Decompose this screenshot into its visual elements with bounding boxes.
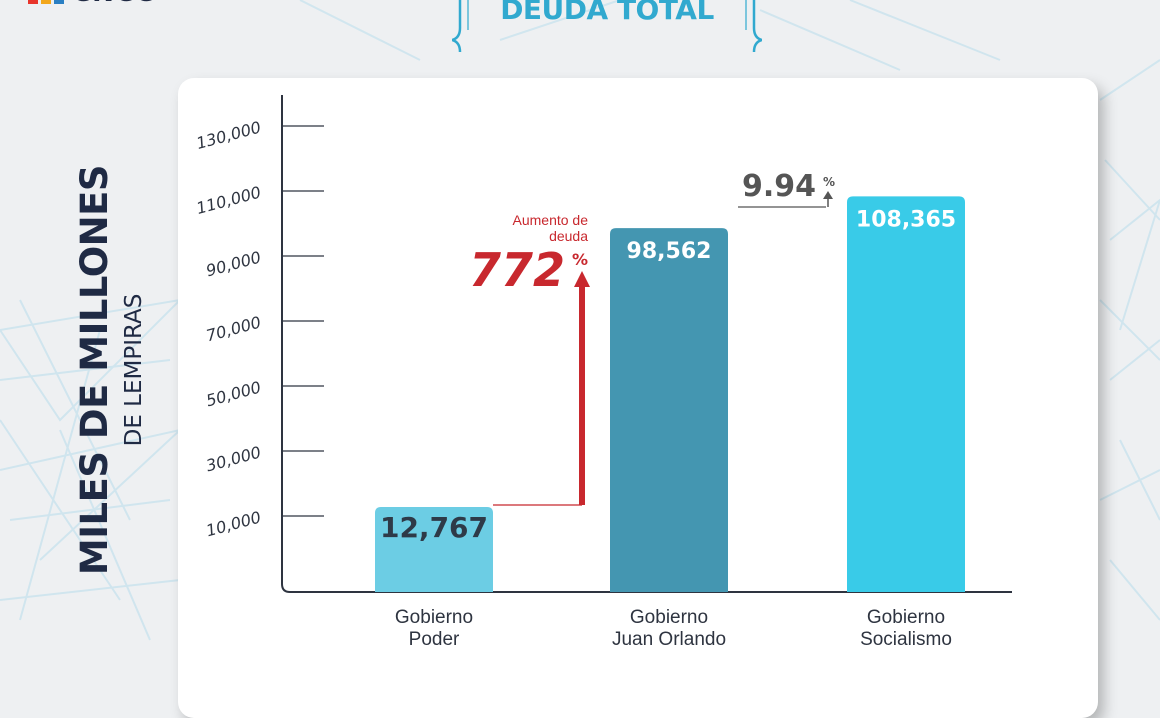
logo-mark <box>28 0 64 4</box>
category-label: Socialismo <box>860 629 952 650</box>
category-label: Poder <box>409 629 460 650</box>
page-title: DEUDA TOTAL <box>500 0 714 26</box>
increase-value: 772 <box>469 243 565 297</box>
category-label: Democrático <box>853 651 960 653</box>
bar <box>847 196 965 592</box>
second-arrow-icon <box>823 191 833 199</box>
background-tower-pattern <box>0 0 1160 641</box>
y-tick-label: 70,000 <box>204 313 263 346</box>
y-tick-label: 10,000 <box>204 508 263 541</box>
bar-value-label: 108,365 <box>856 207 956 232</box>
category-label: Juan Orlando <box>612 629 726 650</box>
y-tick-label: 50,000 <box>204 378 263 411</box>
y-tick-label: 30,000 <box>204 443 263 476</box>
increase-arrow-icon <box>574 271 590 287</box>
category-label: Gobierno <box>630 607 708 628</box>
increase-pct: % <box>572 250 588 269</box>
y-tick-label: 130,000 <box>194 118 263 153</box>
second-pct: % <box>823 175 835 189</box>
category-label: Gobierno <box>395 607 473 628</box>
title-frame: DEUDA TOTAL <box>451 0 763 53</box>
category-label: Gobierno <box>867 607 945 628</box>
second-value: 9.94 <box>742 169 816 204</box>
axis-lines <box>281 95 1012 593</box>
bar <box>610 228 728 592</box>
bar <box>375 507 493 592</box>
increase-arrow-shaft <box>579 286 585 506</box>
logo-text: CNCC <box>72 0 155 8</box>
category-label: Ciudadano <box>388 651 480 653</box>
y-tick-label: 90,000 <box>204 248 263 281</box>
increase-label: Aumento de <box>513 212 589 228</box>
category-label: Hernández <box>623 651 716 653</box>
y-tick-label: 110,000 <box>194 183 263 218</box>
bar-value-label: 12,767 <box>380 511 488 544</box>
bar-value-label: 98,562 <box>627 239 712 264</box>
increase-label: deuda <box>549 228 588 244</box>
bar-chart: 10,000 30,000 50,000 70,000 90,000 110,000 130… <box>194 95 1012 653</box>
